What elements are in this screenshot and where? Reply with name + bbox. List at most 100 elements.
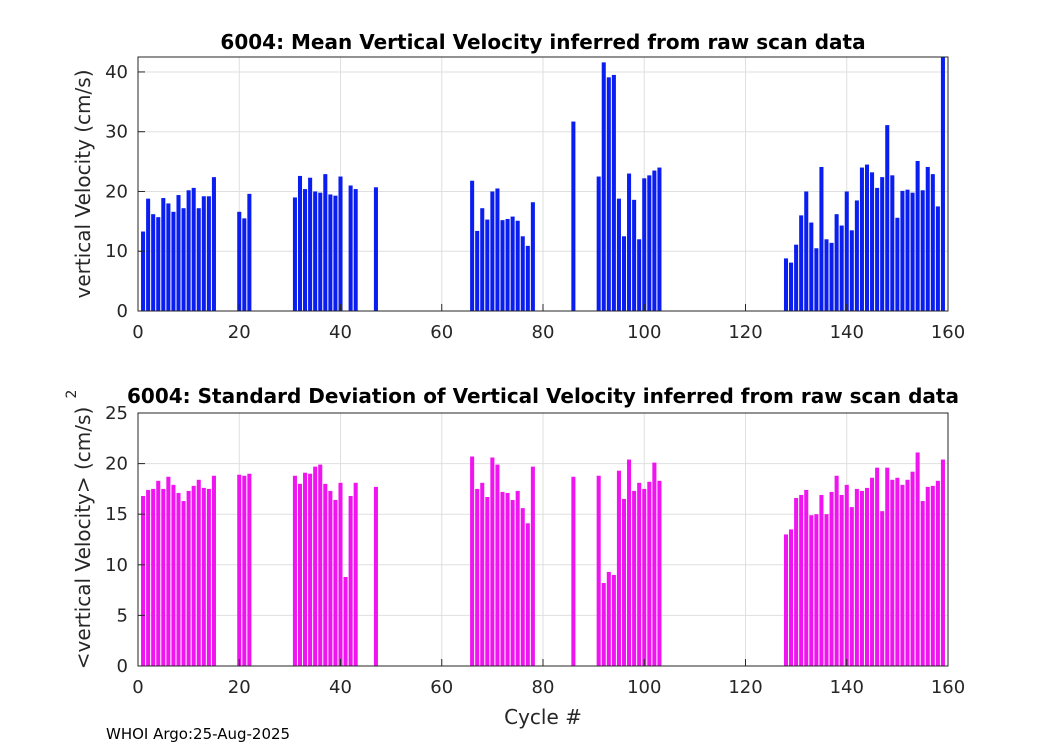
top-bar-cycle-139 <box>839 225 844 311</box>
bottom-bar-cycle-74 <box>510 500 515 666</box>
top-bar-cycle-100 <box>642 178 647 311</box>
bottom-bar-cycle-6 <box>166 476 171 666</box>
top-bar-cycle-135 <box>819 166 824 311</box>
bottom-bar-cycle-156 <box>925 486 930 666</box>
bottom-bar-cycle-141 <box>849 507 854 666</box>
top-bar-cycle-144 <box>864 164 870 311</box>
top-bar-cycle-37 <box>323 174 328 311</box>
bottom-bar-cycle-129 <box>789 529 794 666</box>
top-y-axis-label: vertical Velocity (cm/s) <box>71 70 95 299</box>
top-bar-cycle-3 <box>151 214 156 311</box>
bottom-bar-cycle-158 <box>935 480 940 666</box>
top-bar-cycle-143 <box>859 167 864 311</box>
top-x-tick-label: 80 <box>532 322 555 343</box>
top-bar-cycle-151 <box>900 190 905 311</box>
top-bar-cycle-103 <box>657 167 662 311</box>
bottom-x-tick-label: 40 <box>329 677 352 698</box>
top-bar-cycle-14 <box>206 196 211 311</box>
top-bar-cycle-137 <box>829 242 834 311</box>
top-bar-cycle-158 <box>935 206 940 311</box>
top-bar-cycle-140 <box>844 191 849 311</box>
top-x-tick-label: 100 <box>627 322 661 343</box>
top-bar-cycle-8 <box>176 195 181 311</box>
top-bar-cycle-74 <box>510 216 515 311</box>
bottom-bar-cycle-154 <box>915 452 920 666</box>
top-x-tick-label: 140 <box>830 322 864 343</box>
top-bar-cycle-94 <box>611 74 616 311</box>
bottom-bar-cycle-14 <box>206 488 211 666</box>
bottom-bar-cycle-68 <box>480 482 485 666</box>
bottom-bar-cycle-134 <box>814 514 819 666</box>
bottom-bar-cycle-73 <box>505 492 510 666</box>
bottom-bar-cycle-41 <box>343 576 348 666</box>
bottom-bar-cycle-131 <box>799 494 804 666</box>
bottom-bar-cycle-78 <box>530 466 535 666</box>
bottom-x-tick-label: 120 <box>728 677 762 698</box>
bottom-bar-cycle-40 <box>338 482 343 666</box>
top-bar-cycle-96 <box>621 236 627 311</box>
bottom-bar-cycle-152 <box>905 479 910 666</box>
bottom-bar-cycle-11 <box>191 485 196 666</box>
top-bar-cycle-10 <box>186 190 191 311</box>
bottom-bar-cycle-35 <box>313 466 318 666</box>
top-bar-cycle-34 <box>308 177 313 311</box>
bottom-bar-cycle-1 <box>141 495 146 666</box>
bottom-bar-cycle-77 <box>525 523 530 666</box>
bottom-y-axis-label-exponent: 2 <box>64 390 80 399</box>
bottom-x-tick-label: 20 <box>228 677 251 698</box>
top-bar-cycle-22 <box>247 193 252 311</box>
top-bar-cycle-75 <box>515 220 520 311</box>
bottom-bar-cycle-140 <box>844 484 849 666</box>
bottom-bar-cycle-101 <box>647 481 652 666</box>
top-bar-cycle-159 <box>940 57 945 311</box>
bottom-bar-cycle-136 <box>824 514 829 666</box>
top-bar-cycle-32 <box>297 175 303 311</box>
top-bar-cycle-149 <box>890 175 895 311</box>
bottom-bar-cycle-47 <box>373 486 378 666</box>
top-bar-cycle-43 <box>353 189 358 311</box>
top-bar-cycle-141 <box>849 230 854 311</box>
top-bar-cycle-153 <box>910 192 915 311</box>
bottom-bar-cycle-5 <box>161 488 166 666</box>
top-bar-cycle-157 <box>930 174 935 311</box>
top-bar-cycle-69 <box>485 219 490 311</box>
top-bar-cycle-7 <box>171 211 176 311</box>
bottom-bar-cycle-43 <box>353 482 358 666</box>
top-bar-cycle-129 <box>789 262 794 311</box>
bottom-bar-cycle-76 <box>520 508 525 666</box>
mean-velocity-chart: 0 20 40 60 80 100 120 140 160 0 10 20 30 40 6004: Mea… <box>71 30 965 343</box>
bottom-bar-cycle-3 <box>151 488 156 666</box>
bottom-bar-cycle-71 <box>495 464 500 666</box>
top-bar-cycle-38 <box>328 194 333 311</box>
bottom-bar-cycle-149 <box>890 479 895 666</box>
bottom-bar-cycle-138 <box>834 475 839 666</box>
bottom-y-tick-label: 25 <box>105 403 128 424</box>
top-bar-cycle-21 <box>242 218 247 311</box>
bottom-bar-cycle-36 <box>318 464 323 666</box>
top-bar-cycle-15 <box>211 177 216 311</box>
bottom-bar-cycle-92 <box>601 583 606 666</box>
bottom-chart-title: 6004: Standard Deviation of Vertical Vel… <box>127 384 959 408</box>
top-bar-cycle-39 <box>333 195 338 311</box>
bottom-bar-cycle-7 <box>171 484 176 666</box>
bottom-bar-cycle-150 <box>895 477 900 666</box>
bottom-bar-cycle-132 <box>804 489 809 666</box>
bottom-bar-cycle-145 <box>870 477 875 666</box>
bottom-bar-cycle-137 <box>829 491 834 666</box>
bottom-bar-cycle-10 <box>186 490 191 666</box>
top-bar-cycle-73 <box>505 218 510 311</box>
top-x-tick-label: 20 <box>228 322 251 343</box>
top-bar-cycle-101 <box>647 175 652 311</box>
top-bar-cycle-92 <box>601 62 606 312</box>
top-bar-cycle-12 <box>196 208 201 311</box>
top-bar-cycle-138 <box>834 214 839 311</box>
top-bar-cycle-31 <box>292 197 297 311</box>
top-y-tick-label: 30 <box>105 122 128 143</box>
top-bar-cycle-6 <box>166 203 171 311</box>
top-bar-cycle-1 <box>141 231 146 311</box>
bottom-x-tick-label: 160 <box>931 677 965 698</box>
top-x-tick-label: 120 <box>728 322 762 343</box>
top-bar-cycle-155 <box>920 190 925 311</box>
top-bar-cycle-99 <box>637 239 642 311</box>
top-bar-cycle-132 <box>804 191 809 311</box>
